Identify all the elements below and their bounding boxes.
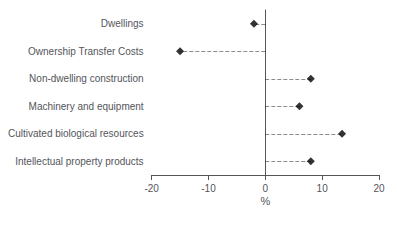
svg-text:-20: -20 xyxy=(144,183,159,194)
svg-text:0: 0 xyxy=(263,183,269,194)
svg-text:%: % xyxy=(260,195,270,207)
svg-text:Ownership Transfer Costs: Ownership Transfer Costs xyxy=(28,46,144,57)
svg-text:-10: -10 xyxy=(201,183,216,194)
svg-text:Dwellings: Dwellings xyxy=(101,18,144,29)
svg-text:Cultivated biological resource: Cultivated biological resources xyxy=(8,128,144,139)
svg-text:20: 20 xyxy=(373,183,385,194)
svg-text:Machinery and equipment: Machinery and equipment xyxy=(29,101,144,112)
svg-text:10: 10 xyxy=(317,183,329,194)
svg-text:Intellectual property products: Intellectual property products xyxy=(15,156,143,167)
svg-text:Non-dwelling construction: Non-dwelling construction xyxy=(29,73,144,84)
